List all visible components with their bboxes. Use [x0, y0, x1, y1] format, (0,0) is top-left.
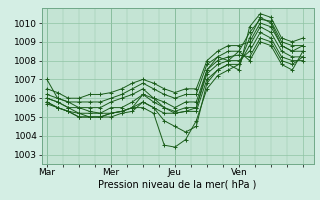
- X-axis label: Pression niveau de la mer( hPa ): Pression niveau de la mer( hPa ): [99, 180, 257, 190]
